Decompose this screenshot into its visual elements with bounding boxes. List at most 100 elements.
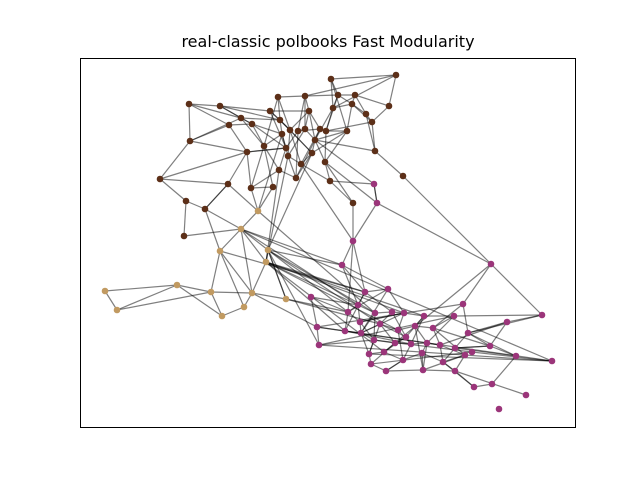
edge bbox=[462, 303, 469, 334]
node bbox=[276, 116, 284, 124]
edge bbox=[364, 288, 389, 293]
node bbox=[274, 93, 282, 101]
node bbox=[262, 258, 270, 266]
edge bbox=[246, 151, 252, 189]
edge bbox=[116, 284, 178, 311]
edge bbox=[204, 208, 242, 230]
node bbox=[349, 199, 357, 207]
node bbox=[370, 336, 378, 344]
edge bbox=[379, 323, 407, 338]
edge bbox=[314, 107, 334, 141]
edge bbox=[267, 249, 287, 300]
edge bbox=[360, 332, 370, 355]
node bbox=[512, 352, 520, 360]
edge bbox=[347, 288, 389, 313]
edge bbox=[332, 74, 397, 109]
node bbox=[487, 260, 495, 268]
node bbox=[423, 339, 431, 347]
edge bbox=[257, 210, 376, 314]
edge bbox=[278, 147, 287, 171]
node bbox=[548, 357, 556, 365]
edge bbox=[251, 261, 267, 294]
node bbox=[284, 152, 292, 160]
edge bbox=[265, 261, 346, 332]
edge bbox=[263, 145, 274, 188]
node bbox=[464, 329, 472, 337]
edge bbox=[263, 96, 279, 147]
edge bbox=[360, 312, 376, 334]
node bbox=[329, 104, 337, 112]
edge bbox=[250, 145, 265, 189]
edge bbox=[240, 228, 553, 362]
edge bbox=[219, 105, 271, 112]
edge bbox=[352, 202, 378, 242]
edge bbox=[267, 249, 381, 325]
node bbox=[207, 288, 215, 296]
node bbox=[388, 308, 396, 316]
edge bbox=[311, 130, 348, 154]
edge bbox=[364, 291, 393, 313]
edge bbox=[462, 263, 492, 305]
edge bbox=[365, 113, 376, 152]
edge bbox=[442, 361, 475, 388]
node bbox=[436, 341, 444, 349]
node bbox=[301, 125, 309, 133]
plot-frame bbox=[80, 58, 576, 428]
edge bbox=[257, 133, 283, 212]
node bbox=[450, 312, 458, 320]
node bbox=[385, 102, 393, 110]
edge bbox=[240, 117, 265, 147]
node bbox=[322, 127, 330, 135]
edge bbox=[341, 240, 354, 266]
node bbox=[237, 114, 245, 122]
node bbox=[156, 175, 164, 183]
edge bbox=[403, 312, 425, 317]
node bbox=[391, 339, 399, 347]
edge bbox=[439, 321, 508, 346]
edge bbox=[277, 96, 281, 121]
edge bbox=[304, 94, 339, 97]
edge bbox=[300, 128, 321, 165]
node bbox=[343, 127, 351, 135]
edge bbox=[387, 288, 405, 314]
node bbox=[173, 281, 181, 289]
edge bbox=[324, 130, 327, 163]
edge bbox=[221, 306, 245, 317]
node bbox=[216, 102, 224, 110]
edge bbox=[344, 291, 366, 332]
edge bbox=[325, 121, 373, 132]
node bbox=[461, 351, 469, 359]
edge bbox=[347, 240, 354, 313]
edge bbox=[116, 291, 212, 311]
node bbox=[468, 348, 476, 356]
edge bbox=[210, 291, 253, 294]
edge bbox=[176, 284, 212, 293]
edge bbox=[318, 315, 455, 346]
node bbox=[326, 177, 334, 185]
node bbox=[371, 309, 379, 317]
edge bbox=[371, 121, 376, 152]
node bbox=[243, 148, 251, 156]
edge bbox=[359, 321, 375, 341]
node-layer bbox=[101, 71, 556, 413]
edge bbox=[330, 78, 334, 109]
node bbox=[278, 130, 286, 138]
edge bbox=[228, 123, 253, 126]
edge bbox=[388, 74, 397, 107]
node bbox=[371, 147, 379, 155]
edge bbox=[210, 250, 221, 293]
node bbox=[269, 183, 277, 191]
node bbox=[380, 348, 388, 356]
edge bbox=[227, 151, 248, 185]
edge bbox=[295, 130, 299, 179]
edge bbox=[432, 315, 455, 329]
chart-title: real-classic polbooks Fast Modularity bbox=[181, 32, 475, 51]
edge bbox=[422, 369, 456, 372]
node bbox=[357, 329, 365, 337]
edge bbox=[240, 228, 253, 294]
edge bbox=[314, 139, 376, 152]
edge bbox=[341, 264, 389, 290]
edge bbox=[370, 351, 473, 365]
edge bbox=[250, 187, 259, 212]
